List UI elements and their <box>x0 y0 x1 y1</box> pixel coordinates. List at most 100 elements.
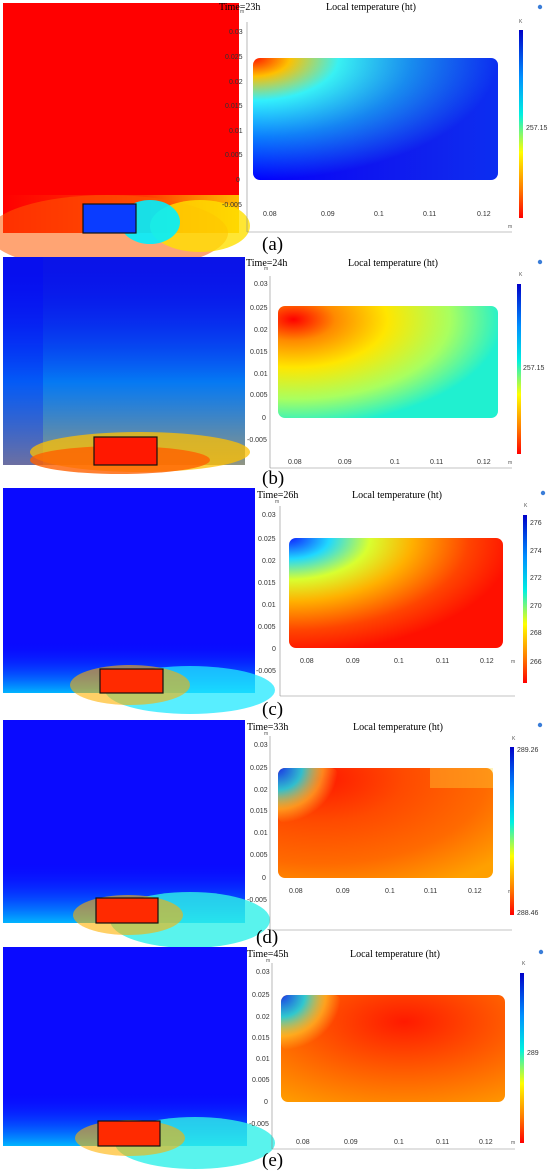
panel-a-caption: (a) <box>262 234 283 255</box>
colorbar-unit: K <box>519 19 523 25</box>
panel-c: Time=26h Local temperature (ht) 0.03 0.0… <box>3 488 546 720</box>
y-tick: 0.005 <box>258 624 276 631</box>
panel-a-time: Time=23h <box>219 2 260 13</box>
panel-d-domain-view <box>3 720 270 948</box>
y-tick: 0.005 <box>250 852 268 859</box>
y-tick: 0.005 <box>250 392 268 399</box>
y-tick: 0.025 <box>250 305 268 312</box>
y-tick: 0.025 <box>225 54 243 61</box>
x-tick: 0.08 <box>263 211 277 218</box>
panel-d-plot: Time=33h Local temperature (ht) 0.03 0.0… <box>247 722 543 931</box>
x-tick: 0.11 <box>424 888 437 895</box>
panel-e-colorbar: K 289 <box>520 961 539 1143</box>
panel-b-field <box>278 306 498 418</box>
panel-a-title: Local temperature (ht) <box>326 2 416 13</box>
panel-b-domain-view <box>3 257 250 474</box>
y-tick: 0.025 <box>252 992 270 999</box>
y-tick: -0.005 <box>249 1121 269 1128</box>
y-tick: 0.02 <box>256 1014 270 1021</box>
x-unit: m <box>508 460 512 466</box>
colorbar-label: 257.15 <box>523 365 545 372</box>
panel-a: Time=23h Local temperature (ht) 0.03 0.0… <box>0 2 548 271</box>
y-tick: 0.015 <box>225 103 243 110</box>
x-tick: 0.1 <box>390 459 400 466</box>
y-tick: 0.01 <box>256 1056 270 1063</box>
panel-e-y-axis: 0.03 0.025 0.02 0.015 0.01 0.005 0 -0.00… <box>249 958 273 1149</box>
panel-c-field <box>289 538 503 648</box>
colorbar-unit: K <box>522 961 526 967</box>
panel-d-title: Local temperature (ht) <box>353 722 443 733</box>
y-tick: 0.03 <box>254 742 268 749</box>
panel-e-title: Local temperature (ht) <box>350 949 440 960</box>
x-tick: 0.11 <box>423 211 436 218</box>
settings-icon <box>537 4 543 10</box>
x-tick: 0.09 <box>344 1139 358 1146</box>
x-tick: 0.09 <box>346 658 360 665</box>
y-tick: 0.02 <box>254 787 268 794</box>
x-tick: 0.1 <box>374 211 384 218</box>
x-tick: 0.12 <box>480 658 494 665</box>
panel-a-x-axis: 0.08 0.09 0.1 0.11 0.12 m <box>247 211 512 233</box>
y-tick: 0.005 <box>225 152 243 159</box>
panel-d-time: Time=33h <box>247 722 288 733</box>
panel-a-plot: Time=23h Local temperature (ht) 0.03 0.0… <box>219 2 548 233</box>
y-tick: -0.005 <box>256 668 276 675</box>
y-tick: 0 <box>264 1099 268 1106</box>
panel-c-caption: (c) <box>262 699 283 720</box>
colorbar-label: 289.26 <box>517 747 539 754</box>
y-unit: m <box>264 731 268 737</box>
colorbar-label: 288.46 <box>517 910 539 917</box>
panel-e-plot: Time=45h Local temperature (ht) 0.03 0.0… <box>247 949 544 1150</box>
y-unit: m <box>275 499 279 505</box>
x-tick: 0.1 <box>394 658 404 665</box>
x-tick: 0.09 <box>321 211 335 218</box>
x-tick: 0.09 <box>338 459 352 466</box>
settings-icon <box>537 259 543 265</box>
y-tick: 0.015 <box>258 580 276 587</box>
panel-e-caption: (e) <box>262 1150 283 1171</box>
x-tick: 0.1 <box>385 888 395 895</box>
y-tick: -0.005 <box>247 437 267 444</box>
panel-e-insert-box <box>97 1120 161 1147</box>
settings-icon <box>537 722 543 728</box>
y-tick: 0.01 <box>254 371 268 378</box>
x-tick: 0.08 <box>288 459 302 466</box>
panel-c-domain-view <box>3 488 275 714</box>
panel-a-colorbar: K 257.15 <box>519 19 548 218</box>
y-tick: 0.03 <box>256 969 270 976</box>
panel-a-domain-view <box>0 3 250 271</box>
panel-e-time: Time=45h <box>247 949 288 960</box>
panel-c-time: Time=26h <box>257 490 298 501</box>
x-tick: 0.11 <box>436 658 449 665</box>
panel-d-x-axis: 0.08 0.09 0.1 0.11 0.12 m <box>270 888 512 931</box>
y-tick: 0.02 <box>229 79 243 86</box>
panel-c-title: Local temperature (ht) <box>352 490 442 501</box>
panel-b-plot: Time=24h Local temperature (ht) 0.03 0.0… <box>246 258 545 469</box>
y-tick: 0.02 <box>262 558 276 565</box>
y-tick: 0.03 <box>254 281 268 288</box>
panel-e-x-axis: 0.08 0.09 0.1 0.11 0.12 m <box>272 1139 515 1150</box>
y-tick: 0.015 <box>250 349 268 356</box>
colorbar-unit: K <box>512 736 516 742</box>
y-tick: 0.01 <box>229 128 243 135</box>
colorbar-label: 274 <box>530 548 542 555</box>
y-tick: 0.015 <box>252 1035 270 1042</box>
panel-c-colorbar: K 276 274 272 270 268 266 <box>523 503 542 683</box>
y-tick: 0.01 <box>254 830 268 837</box>
y-unit: m <box>240 9 244 15</box>
x-tick: 0.12 <box>468 888 482 895</box>
x-tick: 0.12 <box>477 459 491 466</box>
y-tick: 0.03 <box>262 512 276 519</box>
x-unit: m <box>511 659 515 665</box>
panel-b-colorbar: K 257.15 <box>517 272 545 454</box>
panel-b-y-axis: 0.03 0.025 0.02 0.015 0.01 0.005 0 -0.00… <box>247 266 271 468</box>
panel-d-caption: (d) <box>256 927 278 948</box>
panel-a-y-axis: 0.03 0.025 0.02 0.015 0.01 0.005 0 -0.00… <box>222 9 248 232</box>
panel-e-domain-view <box>3 947 275 1169</box>
x-tick: 0.08 <box>300 658 314 665</box>
y-tick: 0.03 <box>229 29 243 36</box>
y-tick: 0.025 <box>250 765 268 772</box>
colorbar-label: 270 <box>530 603 542 610</box>
y-tick: 0.01 <box>262 602 276 609</box>
colorbar-label: 289 <box>527 1050 539 1057</box>
